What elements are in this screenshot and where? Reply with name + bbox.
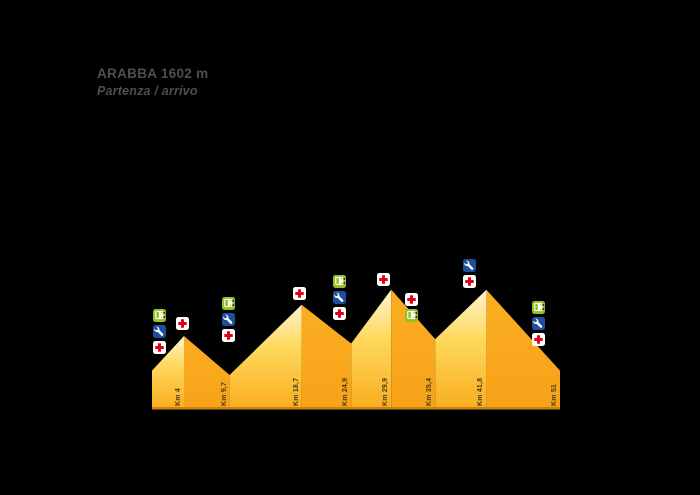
station-label [176, 314, 190, 330]
page-subtitle: Partenza / arrivo [97, 84, 198, 98]
profile-segment [301, 304, 352, 409]
first-aid-cross-icon [463, 275, 476, 288]
km-mark-label: Km 18,7 [292, 377, 300, 406]
station-label [333, 272, 347, 320]
station-label [532, 298, 546, 346]
station-label [405, 290, 419, 322]
profile-segment [486, 289, 560, 409]
station-label [293, 284, 307, 300]
wrench-service-icon [153, 325, 166, 338]
km-mark-label: Km 41,8 [477, 377, 485, 406]
km-mark-label: Km 51 [551, 383, 558, 406]
profile-segment [351, 289, 392, 409]
station-label [377, 270, 391, 286]
wrench-service-icon [463, 259, 476, 272]
first-aid-cross-icon [222, 329, 235, 342]
bus-icon [153, 309, 166, 322]
bus-icon [222, 297, 235, 310]
start-finish-block: ARABBA 1602 m Partenza / arrivo [97, 66, 208, 98]
profile-segment [184, 335, 230, 409]
profile-segment [229, 304, 302, 409]
km-mark-label: Km 24,9 [342, 377, 350, 406]
first-aid-cross-icon [176, 317, 189, 330]
bus-icon [405, 309, 418, 322]
bus-icon [333, 275, 346, 288]
profile-segment [391, 289, 436, 409]
station-label [222, 294, 236, 342]
km-mark-label: Km 4 [175, 388, 182, 406]
wrench-service-icon [532, 317, 545, 330]
km-mark-label: Km 35,4 [426, 377, 434, 406]
first-aid-cross-icon [293, 287, 306, 300]
first-aid-cross-icon [377, 273, 390, 286]
km-mark-label: Km 9,7 [220, 381, 228, 406]
km-mark-label: Km 29,9 [382, 377, 390, 406]
page-title: ARABBA 1602 m [97, 66, 209, 81]
wrench-service-icon [222, 313, 235, 326]
bus-icon [532, 301, 545, 314]
station-label [463, 256, 477, 288]
station-label [153, 306, 167, 354]
baseline-shadow [152, 407, 560, 410]
first-aid-cross-icon [333, 307, 346, 320]
first-aid-cross-icon [153, 341, 166, 354]
wrench-service-icon [333, 291, 346, 304]
profile-segment [435, 289, 487, 409]
first-aid-cross-icon [405, 293, 418, 306]
first-aid-cross-icon [532, 333, 545, 346]
profile-segment [152, 335, 184, 409]
